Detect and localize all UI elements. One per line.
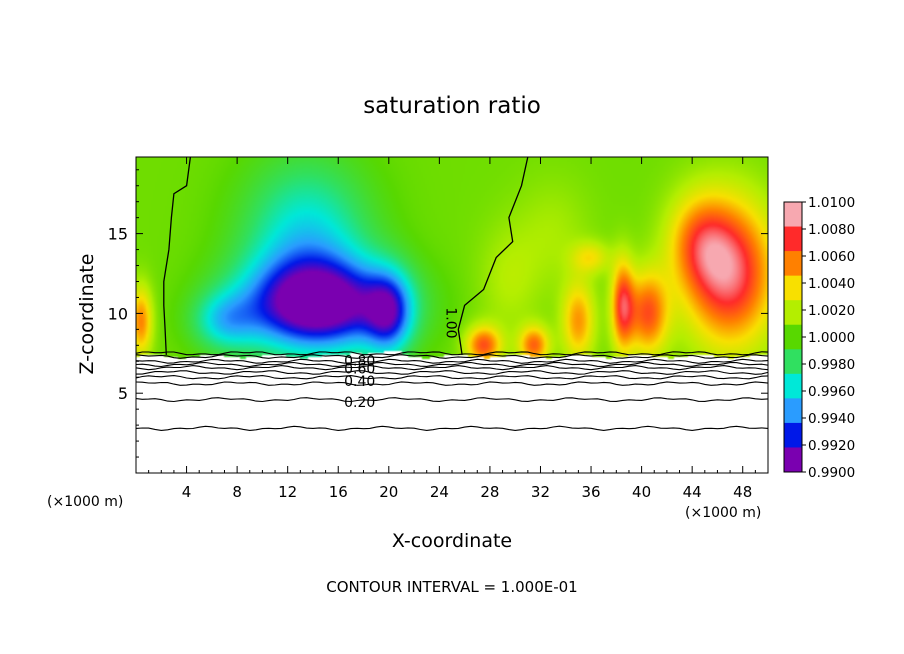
colorbar-segment bbox=[784, 447, 802, 473]
colorbar-segment bbox=[784, 251, 802, 277]
x-tick-label: 8 bbox=[232, 483, 242, 501]
colorbar-segment bbox=[784, 202, 802, 228]
x-tick-label: 28 bbox=[480, 483, 499, 501]
contour-line bbox=[135, 358, 769, 364]
colorbar-segment bbox=[784, 300, 802, 326]
y-tick-label: 15 bbox=[108, 225, 128, 244]
contour-label: 0.80 bbox=[344, 353, 375, 369]
colorbar-segment bbox=[784, 324, 802, 350]
colorbar-label: 1.0080 bbox=[808, 222, 855, 238]
colorbar: 1.0100 1.0080 1.0060 1.0040 1.0020 1.0000 0.99… bbox=[783, 195, 855, 481]
x-tick-label: 36 bbox=[581, 483, 600, 501]
contour-line bbox=[135, 365, 769, 371]
contour-line bbox=[135, 425, 769, 431]
colorbar-segment bbox=[784, 226, 802, 252]
x-unit-left: (×1000 m) bbox=[47, 494, 123, 510]
saturation-field bbox=[136, 157, 768, 473]
colorbar-segment bbox=[784, 349, 802, 375]
x-tick-label: 44 bbox=[683, 483, 702, 501]
colorbar-segment bbox=[784, 373, 802, 399]
colorbar-segment bbox=[784, 422, 802, 448]
plot-area: 0.800.600.40 0.20 1.00 bbox=[135, 156, 769, 474]
x-tick-label: 12 bbox=[278, 483, 297, 501]
colorbar-label: 0.9920 bbox=[808, 438, 855, 454]
x-tick-label: 48 bbox=[733, 483, 752, 501]
x-tick-label: 4 bbox=[182, 483, 192, 501]
x-tick-label: 40 bbox=[632, 483, 651, 501]
contour-label: 0.20 bbox=[344, 395, 375, 411]
colorbar-label: 1.0020 bbox=[808, 303, 855, 319]
x-tick-label: 32 bbox=[531, 483, 550, 501]
contour-line bbox=[135, 375, 769, 380]
x-tick-label: 20 bbox=[379, 483, 398, 501]
y-axis-label: Z-coordinate bbox=[76, 254, 98, 375]
colorbar-label: 0.9940 bbox=[808, 411, 855, 427]
colorbar-label: 1.0000 bbox=[808, 330, 855, 346]
y-tick-label: 5 bbox=[118, 384, 128, 403]
contour-line bbox=[135, 361, 769, 368]
contour-lines bbox=[135, 156, 769, 431]
contour-line bbox=[136, 370, 769, 375]
x-axis-label: X-coordinate bbox=[392, 530, 512, 552]
contour-label: 0.60 bbox=[344, 361, 375, 377]
chart-title: saturation ratio bbox=[363, 93, 541, 119]
contour-line bbox=[135, 354, 769, 359]
contour-line-1.00 bbox=[163, 156, 192, 355]
colorbar-segment bbox=[784, 398, 802, 424]
x-unit-right: (×1000 m) bbox=[685, 505, 761, 521]
x-tick-label: 16 bbox=[329, 483, 348, 501]
contour-line bbox=[135, 381, 769, 386]
y-axis: 5 10 15 bbox=[108, 169, 768, 458]
contour-line-1.00 bbox=[457, 156, 529, 355]
x-tick-label: 24 bbox=[430, 483, 449, 501]
colorbar-label: 0.9960 bbox=[808, 384, 855, 400]
colorbar-label: 0.9980 bbox=[808, 357, 855, 373]
y-tick-label: 10 bbox=[108, 304, 128, 323]
colorbar-segment bbox=[784, 275, 802, 301]
colorbar-label: 1.0060 bbox=[808, 249, 855, 265]
contour-line bbox=[135, 397, 769, 403]
contour-line bbox=[135, 351, 769, 356]
contour-interval-note: CONTOUR INTERVAL = 1.000E-01 bbox=[326, 578, 577, 596]
colorbar-label: 1.0100 bbox=[808, 195, 855, 211]
colorbar-label: 1.0040 bbox=[808, 276, 855, 292]
x-axis: 4 8 12 16 20 24 28 32 36 40 44 48 bbox=[148, 157, 756, 501]
contour-label: 0.40 bbox=[344, 374, 375, 390]
contour-labels: 0.800.600.40 0.20 1.00 bbox=[344, 307, 459, 410]
colorbar-label: 0.9900 bbox=[808, 465, 855, 481]
contour-label: 1.00 bbox=[443, 307, 459, 338]
